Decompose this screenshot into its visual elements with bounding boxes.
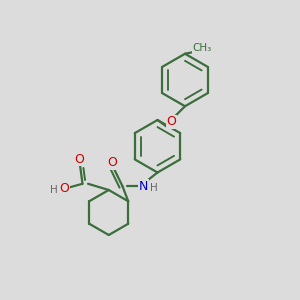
Text: CH₃: CH₃ xyxy=(192,43,212,53)
Text: O: O xyxy=(74,153,84,166)
Text: O: O xyxy=(108,156,117,169)
Text: N: N xyxy=(139,180,148,193)
Text: H: H xyxy=(150,183,158,193)
Text: H: H xyxy=(50,185,58,195)
Text: O: O xyxy=(60,182,69,195)
Text: O: O xyxy=(166,115,176,128)
